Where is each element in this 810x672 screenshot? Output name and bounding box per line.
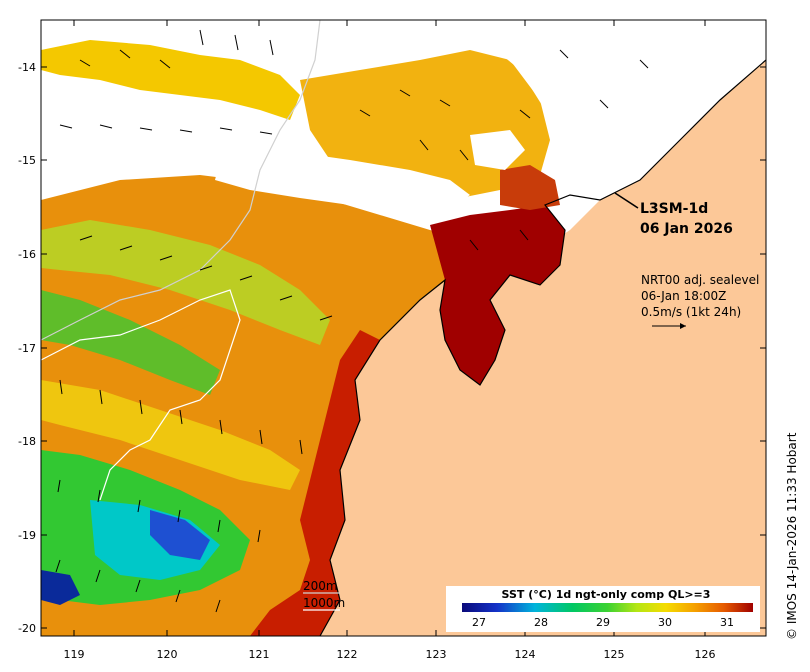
contour-1000m xyxy=(41,289,241,501)
cloud-gap-ne-inner xyxy=(470,130,525,170)
sst-field-green-1 xyxy=(41,220,330,345)
lon-tick-label: 124 xyxy=(515,648,536,661)
contour-200m xyxy=(41,20,321,341)
colorbar-tick: 30 xyxy=(658,616,672,629)
sst-field-yellow-west xyxy=(41,40,300,120)
sst-field-blue-corner xyxy=(41,570,80,605)
lat-tick-label: -15 xyxy=(18,154,36,167)
cloud-gap-north xyxy=(470,20,766,200)
cloud-gap-center xyxy=(215,150,470,215)
lon-tick-label: 121 xyxy=(249,648,270,661)
cloud-gap-nw xyxy=(41,85,300,178)
coastline xyxy=(319,59,766,636)
credit-label: © IMOS 14-Jan-2026 11:33 Hobart xyxy=(785,432,799,640)
cloud-gap-top xyxy=(41,20,470,60)
sst-field-yellow-mid xyxy=(41,380,300,490)
sst-hot-gulf xyxy=(430,205,565,385)
lat-tick-label: -19 xyxy=(18,529,36,542)
lon-tick-label: 126 xyxy=(695,648,716,661)
vector-scale-label: 0.5m/s (1kt 24h) xyxy=(641,305,741,319)
lat-tick-label: -20 xyxy=(18,622,36,635)
lat-axis: -14 -15 -16 -17 -18 -19 -20 xyxy=(18,61,766,635)
wind-time-label: 06-Jan 18:00Z xyxy=(641,289,726,303)
colorbar: SST (°C) 1d ngt-only comp QL>=3 27 28 29… xyxy=(446,586,760,632)
sst-field-blue-sw xyxy=(150,510,210,560)
lon-tick-label: 123 xyxy=(426,648,447,661)
lon-tick-label: 122 xyxy=(337,648,358,661)
lat-tick-label: -16 xyxy=(18,248,36,261)
lon-tick-label: 125 xyxy=(604,648,625,661)
lon-tick-label: 119 xyxy=(64,648,85,661)
sst-coastal-warm xyxy=(250,330,380,636)
wind-source-label: NRT00 adj. sealevel xyxy=(641,273,759,287)
map-frame xyxy=(40,19,767,637)
lat-tick-label: -14 xyxy=(18,61,36,74)
lon-tick-label: 120 xyxy=(157,648,178,661)
date-title: 06 Jan 2026 xyxy=(640,221,733,237)
colorbar-tick: 28 xyxy=(534,616,548,629)
title-pointer xyxy=(614,192,639,209)
vector-scale-arrow xyxy=(652,323,686,329)
colorbar-title: SST (°C) 1d ngt-only comp QL>=3 xyxy=(502,588,711,601)
lat-tick-label: -18 xyxy=(18,435,36,448)
depth-200m-label: 200m xyxy=(303,579,338,593)
colorbar-tick: 31 xyxy=(720,616,734,629)
sst-field-green-2 xyxy=(41,290,220,395)
sst-red-ne xyxy=(500,165,560,210)
land-area xyxy=(320,60,766,636)
product-title: L3SM-1d xyxy=(640,201,708,217)
lat-tick-label: -17 xyxy=(18,342,36,355)
colorbar-tick: 29 xyxy=(596,616,610,629)
colorbar-gradient xyxy=(462,603,753,612)
wind-vectors xyxy=(55,29,649,613)
colorbar-tick: 27 xyxy=(472,616,486,629)
depth-1000m-label: 1000m xyxy=(303,596,345,610)
